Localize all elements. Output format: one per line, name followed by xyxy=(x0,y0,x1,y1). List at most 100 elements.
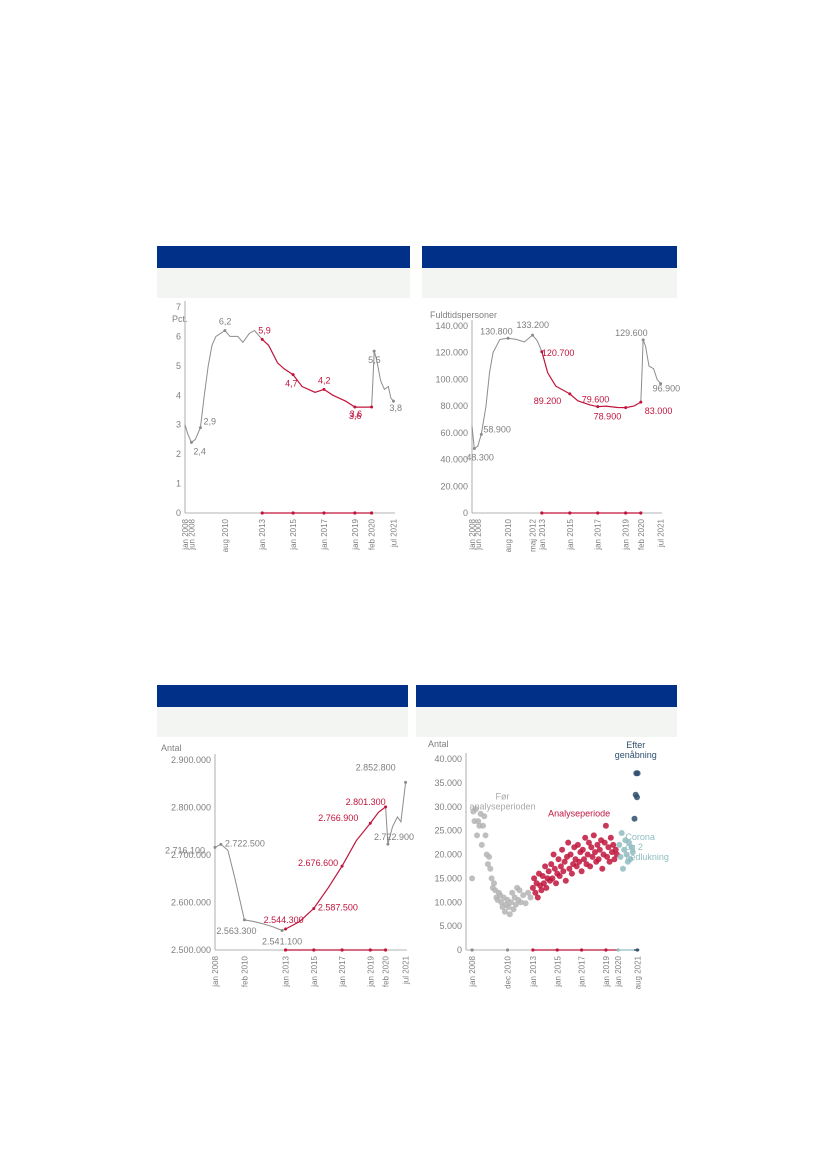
data-label: 3,6 xyxy=(350,409,363,419)
x-axis-marker xyxy=(555,948,559,952)
x-tick-label: feb 2020 xyxy=(637,518,646,550)
data-point-marker xyxy=(189,440,193,444)
x-axis-marker xyxy=(505,948,510,952)
chart-panel-header xyxy=(157,685,408,707)
data-label: 120.700 xyxy=(542,348,575,358)
x-tick-group: jan 2008 xyxy=(468,955,477,987)
series-line-after xyxy=(385,782,407,845)
data-label: 4,2 xyxy=(318,375,331,385)
scatter-point xyxy=(634,794,640,801)
annotation-line: og 2 xyxy=(625,842,643,852)
y-tick-label: 3 xyxy=(176,420,181,430)
y-tick-label: 2 xyxy=(176,449,181,459)
x-tick-group: jan 2017 xyxy=(338,955,347,987)
x-tick-group: jan 2017 xyxy=(320,518,329,550)
data-point-marker xyxy=(659,382,663,386)
data-label: 89.200 xyxy=(534,396,562,406)
data-point-marker xyxy=(368,821,372,825)
scatter-point xyxy=(487,865,494,872)
scatter-point xyxy=(484,861,491,868)
y-tick-label: 5.000 xyxy=(439,921,462,931)
y-axis-title: Pct. xyxy=(172,314,188,324)
data-point-marker xyxy=(391,399,395,403)
scatter-point xyxy=(579,846,586,853)
data-label: 2.766.900 xyxy=(318,813,358,823)
x-tick-label: jan 2017 xyxy=(320,518,329,550)
scatter-point xyxy=(527,894,534,901)
scatter-point xyxy=(596,846,603,853)
x-tick-label: jan 2015 xyxy=(310,955,319,987)
data-label: 4,7 xyxy=(285,379,298,389)
x-tick-group: jun 2008 xyxy=(474,518,483,550)
x-tick-group: aug 2010 xyxy=(221,518,230,552)
scatter-point xyxy=(516,887,523,894)
data-point-marker xyxy=(506,336,510,340)
data-point-marker xyxy=(223,329,227,333)
x-tick-group: jan 2015 xyxy=(289,518,298,550)
x-tick-group: jan 2017 xyxy=(594,518,603,550)
y-tick-label: 0 xyxy=(176,508,181,518)
series-line-after xyxy=(371,350,394,408)
scatter-point xyxy=(599,865,606,872)
scatter-point xyxy=(592,849,598,856)
y-tick-label: 35.000 xyxy=(434,778,462,788)
scatter-point xyxy=(480,822,486,829)
x-tick-label: aug 2010 xyxy=(504,518,513,552)
chart-scatter-count: Antal 0 5.000 10.000 15.000 20.000 25.000 30.00… xyxy=(428,739,669,989)
scatter-point xyxy=(555,856,562,863)
scatter-point xyxy=(584,851,591,858)
y-tick-label: 4 xyxy=(176,390,181,400)
scatter-point xyxy=(559,846,566,853)
x-tick-label: jan 2008 xyxy=(468,518,477,550)
scatter-point xyxy=(538,887,545,894)
annotation-line: analyseperioden xyxy=(469,802,535,812)
x-axis-marker xyxy=(540,511,544,515)
scatter-point xyxy=(561,858,568,865)
scatter-point xyxy=(617,853,624,860)
x-tick-label: jan 2019 xyxy=(366,955,375,987)
y-tick-label: 40.000 xyxy=(440,455,468,465)
x-tick-label: jun 2008 xyxy=(187,518,196,550)
x-tick-label: jan 2020 xyxy=(614,955,623,987)
chart-panel-subheader xyxy=(157,268,410,298)
data-label: 2,4 xyxy=(193,446,206,456)
scatter-point xyxy=(508,899,514,906)
y-tick-label: 120.000 xyxy=(435,348,468,358)
x-tick-group: feb 2020 xyxy=(382,955,391,987)
scatter-point xyxy=(626,839,632,846)
scatter-point xyxy=(475,818,482,825)
scatter-point xyxy=(581,856,587,863)
scatter-point xyxy=(620,865,626,872)
scatter-point xyxy=(588,844,595,851)
x-axis-marker xyxy=(470,948,474,952)
x-tick-group: jan 2019 xyxy=(622,518,631,550)
scatter-point xyxy=(605,844,612,851)
chart-panel-header xyxy=(157,246,410,268)
data-label: 79.600 xyxy=(582,395,610,405)
x-axis-marker xyxy=(579,948,584,952)
scatter-point xyxy=(505,904,512,910)
data-point-marker xyxy=(370,405,374,409)
data-label: 2.716.100 xyxy=(165,845,205,855)
x-tick-group: jan 2008 xyxy=(181,518,190,550)
data-label: 133.200 xyxy=(517,320,550,330)
x-tick-group: jul 2021 xyxy=(389,518,398,548)
x-tick-label: jan 2015 xyxy=(289,518,298,550)
data-label: 83.000 xyxy=(645,406,673,416)
scatter-point xyxy=(629,849,636,856)
x-tick-group: jan 2013 xyxy=(282,955,291,987)
x-tick-label: jul 2021 xyxy=(657,518,666,548)
chart-panel-header xyxy=(416,685,677,707)
data-label: 2.852.800 xyxy=(356,762,396,772)
scatter-point xyxy=(482,832,489,839)
y-tick-label: 6 xyxy=(176,331,181,341)
scatter-point xyxy=(532,889,539,896)
scatter-point xyxy=(539,873,546,879)
scatter-point xyxy=(621,846,628,853)
x-axis-marker xyxy=(616,948,620,952)
scatter-point xyxy=(604,853,611,860)
x-tick-label: jun 2008 xyxy=(474,518,483,550)
y-axis-title: Antal xyxy=(428,739,449,749)
series-line-before xyxy=(214,843,286,932)
